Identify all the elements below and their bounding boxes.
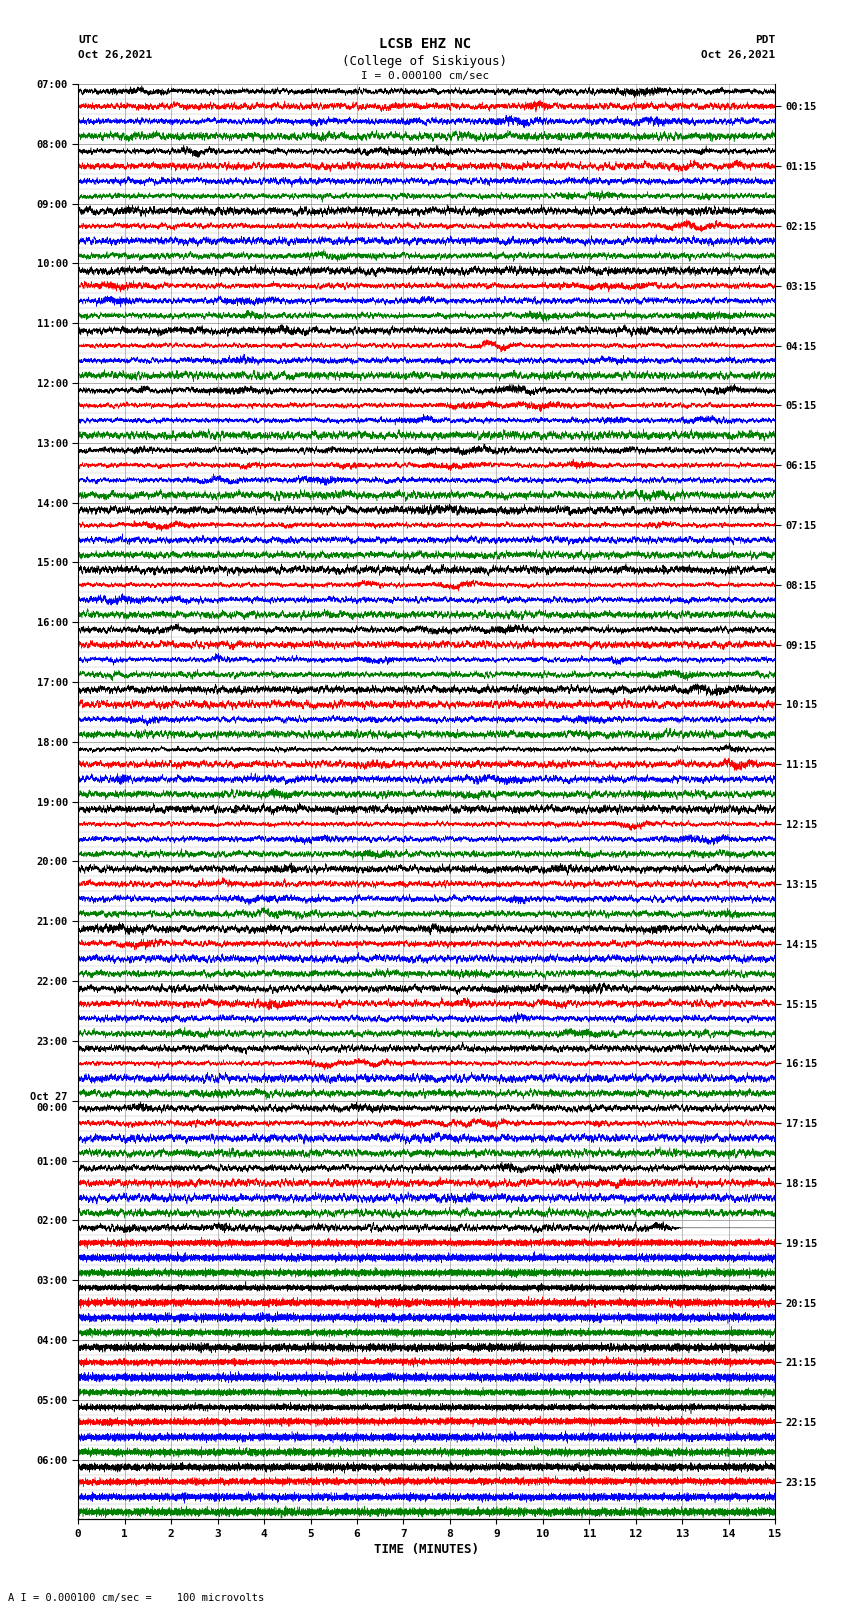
Text: Oct 26,2021: Oct 26,2021	[78, 50, 152, 60]
X-axis label: TIME (MINUTES): TIME (MINUTES)	[374, 1544, 479, 1557]
Text: PDT: PDT	[755, 35, 775, 45]
Text: A I = 0.000100 cm/sec =    100 microvolts: A I = 0.000100 cm/sec = 100 microvolts	[8, 1594, 264, 1603]
Text: I = 0.000100 cm/sec: I = 0.000100 cm/sec	[361, 71, 489, 81]
Text: UTC: UTC	[78, 35, 99, 45]
Text: LCSB EHZ NC: LCSB EHZ NC	[379, 37, 471, 52]
Text: (College of Siskiyous): (College of Siskiyous)	[343, 55, 507, 68]
Text: Oct 26,2021: Oct 26,2021	[701, 50, 775, 60]
